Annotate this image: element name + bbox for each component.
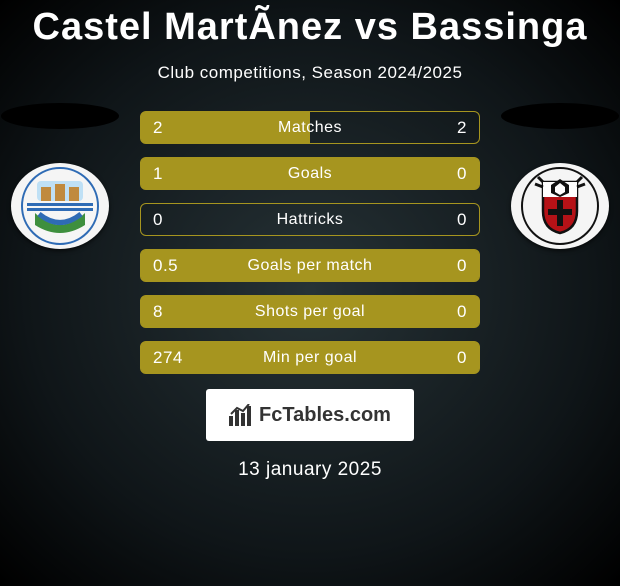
stat-value-left: 1 xyxy=(153,164,163,184)
right-player-col xyxy=(500,103,620,249)
stat-label: Goals per match xyxy=(248,257,373,275)
stat-value-left: 8 xyxy=(153,302,163,322)
mirandes-crest-icon xyxy=(521,167,599,245)
stat-value-left: 2 xyxy=(153,118,163,138)
stat-value-right: 0 xyxy=(457,210,467,230)
team-crest-right xyxy=(511,163,609,249)
stat-label: Matches xyxy=(278,119,342,137)
match-date: 13 january 2025 xyxy=(0,459,620,481)
page-title: Castel MartÃ­nez vs Bassinga xyxy=(0,6,620,49)
stat-label: Hattricks xyxy=(277,211,344,229)
stat-value-right: 0 xyxy=(457,256,467,276)
brand-badge[interactable]: FcTables.com xyxy=(206,389,414,441)
stat-label: Goals xyxy=(288,165,332,183)
bar-chart-icon xyxy=(229,404,253,426)
subtitle: Club competitions, Season 2024/2025 xyxy=(0,63,620,83)
player-silhouette-left xyxy=(1,103,119,129)
stat-value-right: 0 xyxy=(457,164,467,184)
stat-row-hattricks: 0 Hattricks 0 xyxy=(140,203,480,236)
stats-list: 2 Matches 2 1 Goals 0 0 Hattricks 0 0.5 Goals per … xyxy=(140,111,480,374)
stat-label: Shots per goal xyxy=(255,303,365,321)
team-crest-left xyxy=(11,163,109,249)
malaga-crest-icon xyxy=(21,167,99,245)
brand-text: FcTables.com xyxy=(259,404,391,427)
stat-row-matches: 2 Matches 2 xyxy=(140,111,480,144)
stat-value-left: 0.5 xyxy=(153,256,178,276)
stat-value-right: 0 xyxy=(457,348,467,368)
stat-value-left: 274 xyxy=(153,348,183,368)
stat-value-left: 0 xyxy=(153,210,163,230)
stat-row-shots-per-goal: 8 Shots per goal 0 xyxy=(140,295,480,328)
player-silhouette-right xyxy=(501,103,619,129)
stat-value-right: 2 xyxy=(457,118,467,138)
left-player-col xyxy=(0,103,120,249)
stat-row-goals: 1 Goals 0 xyxy=(140,157,480,190)
stat-value-right: 0 xyxy=(457,302,467,322)
stat-row-min-per-goal: 274 Min per goal 0 xyxy=(140,341,480,374)
stat-label: Min per goal xyxy=(263,349,357,367)
comparison-panel: 2 Matches 2 1 Goals 0 0 Hattricks 0 0.5 Goals per … xyxy=(0,111,620,371)
stat-row-goals-per-match: 0.5 Goals per match 0 xyxy=(140,249,480,282)
